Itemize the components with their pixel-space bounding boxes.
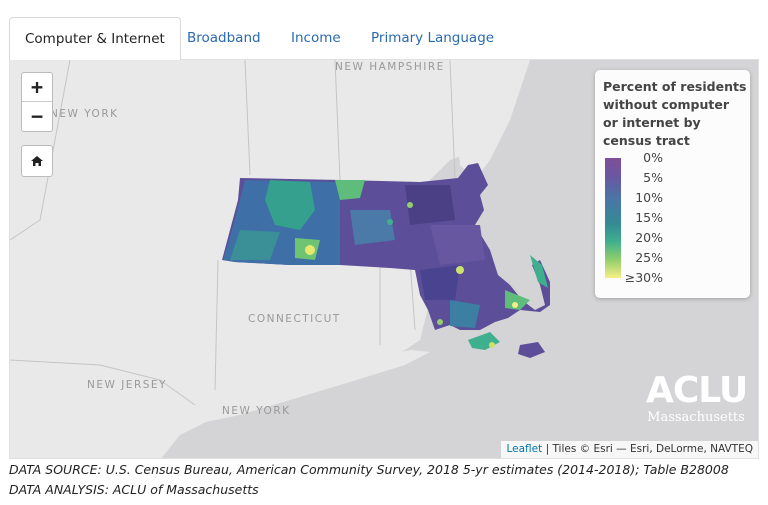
tab-computer-internet[interactable]: Computer & Internet	[9, 17, 181, 60]
legend-tick-0: 0%	[643, 150, 663, 165]
label-connecticut: CONNECTICUT	[248, 313, 341, 325]
legend-color-bar	[605, 158, 621, 278]
label-new-york-top: NEW YORK	[50, 108, 119, 120]
aclu-logo-name: ACLU	[646, 370, 748, 411]
legend-title: Percent of residents without computer or…	[603, 79, 747, 148]
data-analysis-line: DATA ANALYSIS: ACLU of Massachusetts	[9, 482, 259, 497]
legend-tick-10: 10%	[635, 190, 663, 205]
tab-income[interactable]: Income	[291, 30, 341, 46]
legend-tick-25: 25%	[635, 250, 663, 265]
attribution-text: | Tiles © Esri — Esri, DeLorme, NAVTEQ	[545, 443, 753, 455]
map-attribution: Leaflet | Tiles © Esri — Esri, DeLorme, …	[501, 441, 758, 458]
map-legend: Percent of residents without computer or…	[595, 70, 750, 298]
legend-tick-20: 20%	[635, 230, 663, 245]
zoom-control: + −	[21, 72, 53, 132]
massachusetts-choropleth	[222, 163, 550, 358]
home-icon	[31, 156, 43, 166]
tab-bar: Computer & Internet Broadband Income Pri…	[9, 17, 759, 60]
map-view[interactable]: NEW HAMPSHIRE NEW YORK CONNECTICUT NEW J…	[9, 59, 759, 459]
home-button[interactable]	[21, 145, 53, 177]
legend-tick-30: ≥30%	[624, 270, 663, 285]
label-new-york-bottom: NEW YORK	[222, 405, 291, 417]
legend-tick-15: 15%	[635, 210, 663, 225]
zoom-out-button[interactable]: −	[30, 104, 44, 128]
label-new-hampshire: NEW HAMPSHIRE	[335, 61, 445, 73]
zoom-in-button[interactable]: +	[22, 73, 52, 102]
label-new-jersey: NEW JERSEY	[87, 379, 167, 391]
aclu-logo-sub: Massachusetts	[647, 410, 745, 425]
leaflet-link[interactable]: Leaflet	[506, 443, 543, 455]
legend-tick-5: 5%	[643, 170, 663, 185]
data-source-line: DATA SOURCE: U.S. Census Bureau, America…	[9, 462, 729, 477]
tab-broadband[interactable]: Broadband	[187, 30, 261, 46]
aclu-logo: ACLU Massachusetts	[646, 370, 748, 426]
tab-primary-language[interactable]: Primary Language	[371, 30, 495, 46]
data-source-note: DATA SOURCE: U.S. Census Bureau, America…	[9, 460, 759, 500]
